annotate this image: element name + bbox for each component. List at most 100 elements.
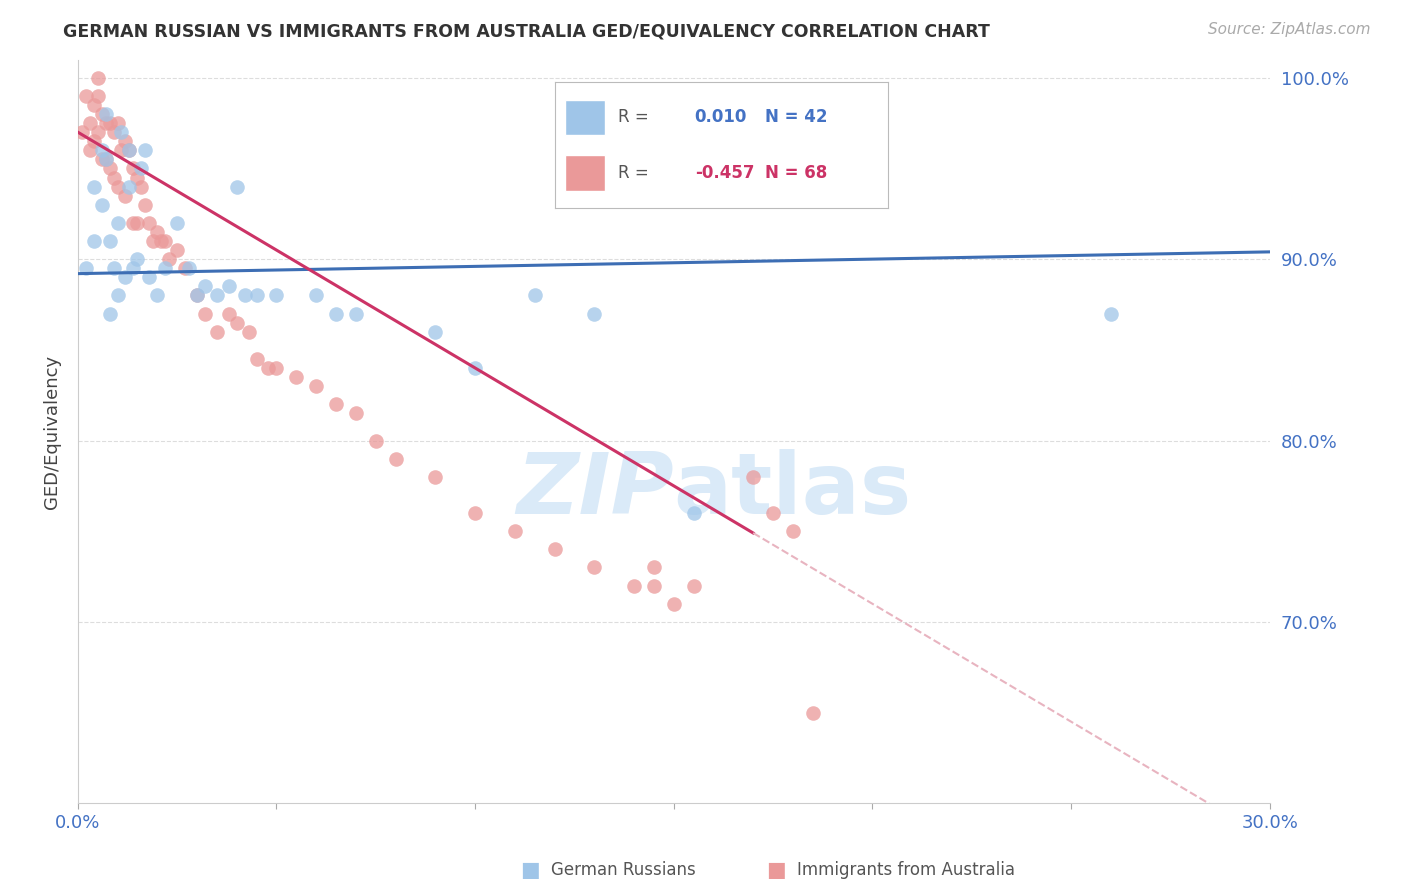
Point — [131, 161, 153, 176]
Point — [762, 506, 785, 520]
Point — [238, 325, 260, 339]
Point — [344, 307, 367, 321]
Point — [114, 134, 136, 148]
Point — [98, 161, 121, 176]
Point — [86, 70, 108, 85]
Point — [94, 153, 117, 167]
Point — [122, 161, 145, 176]
Point — [103, 261, 125, 276]
Point — [138, 270, 160, 285]
Point — [79, 143, 101, 157]
Point — [127, 170, 149, 185]
Point — [122, 216, 145, 230]
Text: Immigrants from Australia: Immigrants from Australia — [797, 861, 1015, 879]
Point — [186, 288, 208, 302]
Point — [98, 234, 121, 248]
Text: ■: ■ — [766, 860, 786, 880]
Point — [233, 288, 256, 302]
Point — [305, 379, 328, 393]
Point — [153, 234, 176, 248]
Point — [682, 579, 704, 593]
Point — [83, 179, 105, 194]
Point — [186, 288, 208, 302]
Point — [174, 261, 197, 276]
Text: ■: ■ — [520, 860, 540, 880]
Point — [425, 325, 447, 339]
Point — [153, 261, 176, 276]
Point — [503, 524, 526, 539]
Point — [114, 270, 136, 285]
Point — [225, 179, 247, 194]
Point — [364, 434, 387, 448]
Point — [782, 524, 804, 539]
Text: GERMAN RUSSIAN VS IMMIGRANTS FROM AUSTRALIA GED/EQUIVALENCY CORRELATION CHART: GERMAN RUSSIAN VS IMMIGRANTS FROM AUSTRA… — [63, 22, 990, 40]
Point — [110, 125, 132, 139]
Point — [623, 579, 645, 593]
Text: German Russians: German Russians — [551, 861, 696, 879]
Point — [138, 216, 160, 230]
Point — [75, 88, 97, 103]
Point — [325, 307, 347, 321]
Point — [90, 107, 112, 121]
Point — [118, 143, 141, 157]
Point — [131, 179, 153, 194]
Point — [257, 361, 280, 376]
Point — [1099, 307, 1122, 321]
Point — [801, 706, 824, 720]
Point — [425, 470, 447, 484]
Point — [110, 143, 132, 157]
Point — [583, 307, 606, 321]
Point — [682, 506, 704, 520]
Point — [583, 560, 606, 574]
Point — [83, 134, 105, 148]
Y-axis label: GED/Equivalency: GED/Equivalency — [44, 354, 60, 508]
Point — [266, 288, 288, 302]
Point — [157, 252, 180, 267]
Point — [107, 179, 129, 194]
Point — [75, 261, 97, 276]
Point — [150, 234, 173, 248]
Point — [83, 98, 105, 112]
Point — [225, 316, 247, 330]
Point — [94, 107, 117, 121]
Point — [90, 153, 112, 167]
Point — [142, 234, 165, 248]
Point — [266, 361, 288, 376]
Point — [98, 307, 121, 321]
Point — [205, 325, 228, 339]
Point — [325, 397, 347, 411]
Point — [79, 116, 101, 130]
Point — [194, 279, 217, 293]
Point — [146, 288, 169, 302]
Point — [245, 288, 267, 302]
Point — [166, 216, 188, 230]
Point — [86, 125, 108, 139]
Point — [107, 216, 129, 230]
Point — [70, 125, 93, 139]
Point — [127, 252, 149, 267]
Point — [285, 370, 308, 384]
Point — [742, 470, 765, 484]
Point — [166, 243, 188, 257]
Point — [305, 288, 328, 302]
Point — [344, 406, 367, 420]
Point — [118, 143, 141, 157]
Text: ZIP: ZIP — [516, 450, 673, 533]
Point — [543, 542, 565, 557]
Point — [464, 361, 486, 376]
Point — [523, 288, 546, 302]
Point — [98, 116, 121, 130]
Point — [83, 234, 105, 248]
Point — [643, 579, 665, 593]
Point — [134, 197, 156, 211]
Point — [127, 216, 149, 230]
Point — [134, 143, 156, 157]
Point — [662, 597, 685, 611]
Point — [218, 307, 240, 321]
Point — [103, 170, 125, 185]
Point — [118, 179, 141, 194]
Point — [114, 188, 136, 202]
Point — [90, 197, 112, 211]
Point — [107, 116, 129, 130]
Point — [464, 506, 486, 520]
